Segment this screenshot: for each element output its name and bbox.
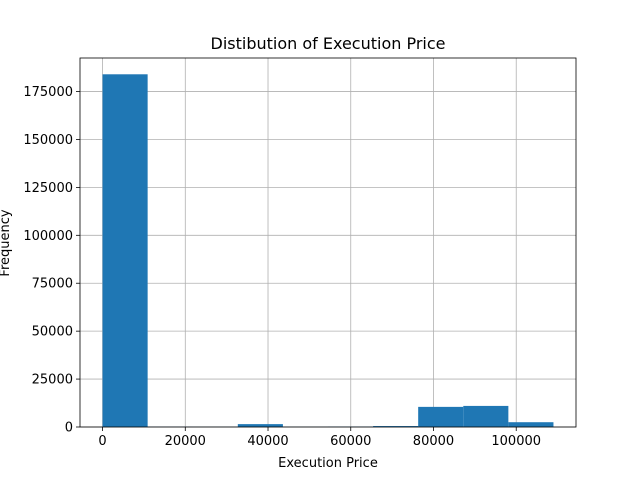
histogram-bar [508, 422, 554, 427]
x-tick-label: 0 [98, 434, 106, 449]
y-tick-label: 100000 [23, 229, 73, 244]
x-tick-label: 80000 [413, 434, 454, 449]
y-tick-label: 125000 [23, 181, 73, 196]
x-tick-label: 20000 [165, 434, 206, 449]
x-axis-label: Execution Price [278, 456, 378, 471]
plot-area-frame [79, 57, 577, 428]
histogram-bar [418, 406, 464, 427]
y-tick-label: 75000 [32, 277, 73, 292]
y-tick-label: 50000 [32, 325, 73, 340]
y-tick-label: 150000 [23, 133, 73, 148]
y-tick-label: 0 [65, 421, 73, 436]
y-axis-ticks: 0 25000 50000 75000 100000 125000 150000 175000 [23, 85, 80, 436]
histogram-bar [463, 405, 509, 427]
y-tick-label: 175000 [23, 85, 73, 100]
y-axis-label: Frequency [0, 209, 13, 276]
x-tick-label: 100000 [491, 434, 541, 449]
grid-lines [80, 58, 576, 428]
x-tick-label: 40000 [247, 434, 288, 449]
y-tick-label: 25000 [32, 373, 73, 388]
chart-title: Distibution of Execution Price [211, 34, 446, 53]
histogram-bar [237, 424, 283, 427]
x-axis-ticks: 0 20000 40000 60000 80000 100000 [98, 427, 541, 449]
histogram-bar [102, 74, 148, 427]
x-tick-label: 60000 [330, 434, 371, 449]
histogram-bar [373, 426, 419, 427]
histogram-bars [102, 74, 554, 427]
